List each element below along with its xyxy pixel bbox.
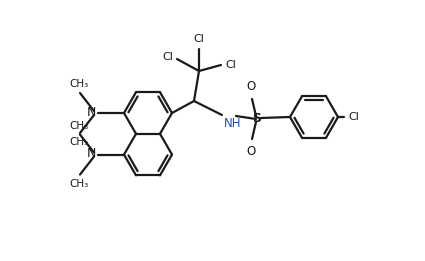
Text: CH₃: CH₃ (69, 121, 89, 130)
Text: CH₃: CH₃ (69, 79, 89, 89)
Text: N: N (87, 105, 96, 118)
Text: Cl: Cl (348, 112, 359, 122)
Text: O: O (246, 80, 255, 93)
Text: S: S (252, 112, 261, 126)
Text: O: O (246, 145, 255, 158)
Text: Cl: Cl (225, 60, 236, 70)
Text: CH₃: CH₃ (69, 137, 89, 147)
Text: NH: NH (224, 117, 241, 130)
Text: CH₃: CH₃ (69, 179, 89, 188)
Text: Cl: Cl (162, 52, 173, 62)
Text: Cl: Cl (193, 34, 204, 44)
Text: N: N (87, 147, 96, 160)
